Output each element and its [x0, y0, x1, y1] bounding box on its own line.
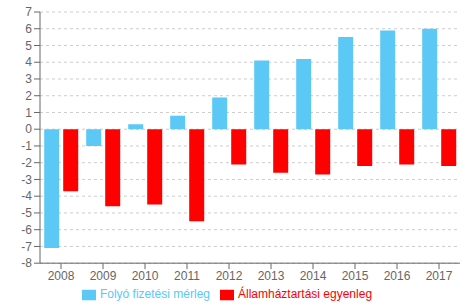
svg-text:-3: -3: [21, 173, 32, 187]
svg-text:-2: -2: [21, 156, 32, 170]
svg-text:0: 0: [25, 122, 32, 136]
html-text:Folyó fizetési mérleg: Folyó fizetési mérleg: [99, 287, 210, 302]
svg-text:-1: -1: [21, 139, 32, 153]
svg-text:-8: -8: [21, 256, 32, 270]
svg-text:2008: 2008: [48, 269, 75, 283]
html-text:Államháztartási egyenleg: Államháztartási egyenleg: [238, 287, 373, 302]
svg-text:2: 2: [25, 89, 32, 103]
svg-text:-6: -6: [21, 223, 32, 237]
svg-text:7: 7: [25, 5, 32, 19]
svg-text:2012: 2012: [216, 269, 243, 283]
svg-text:2011: 2011: [174, 269, 200, 283]
svg-text:2010: 2010: [132, 269, 159, 283]
svg-text:2017: 2017: [426, 269, 453, 283]
svg-text:2016: 2016: [384, 269, 411, 283]
svg-text:-7: -7: [21, 240, 32, 254]
svg-text:-5: -5: [21, 206, 32, 220]
svg-text:2015: 2015: [342, 269, 369, 283]
svg-text:3: 3: [25, 72, 32, 86]
svg-text:2009: 2009: [90, 269, 117, 283]
svg-text:6: 6: [25, 22, 32, 36]
svg-text:1: 1: [25, 106, 32, 120]
svg-text:5: 5: [25, 39, 32, 53]
svg-text:2014: 2014: [300, 269, 327, 283]
svg-text:4: 4: [25, 55, 32, 69]
svg-text:-4: -4: [21, 189, 32, 203]
svg-text:2013: 2013: [258, 269, 285, 283]
